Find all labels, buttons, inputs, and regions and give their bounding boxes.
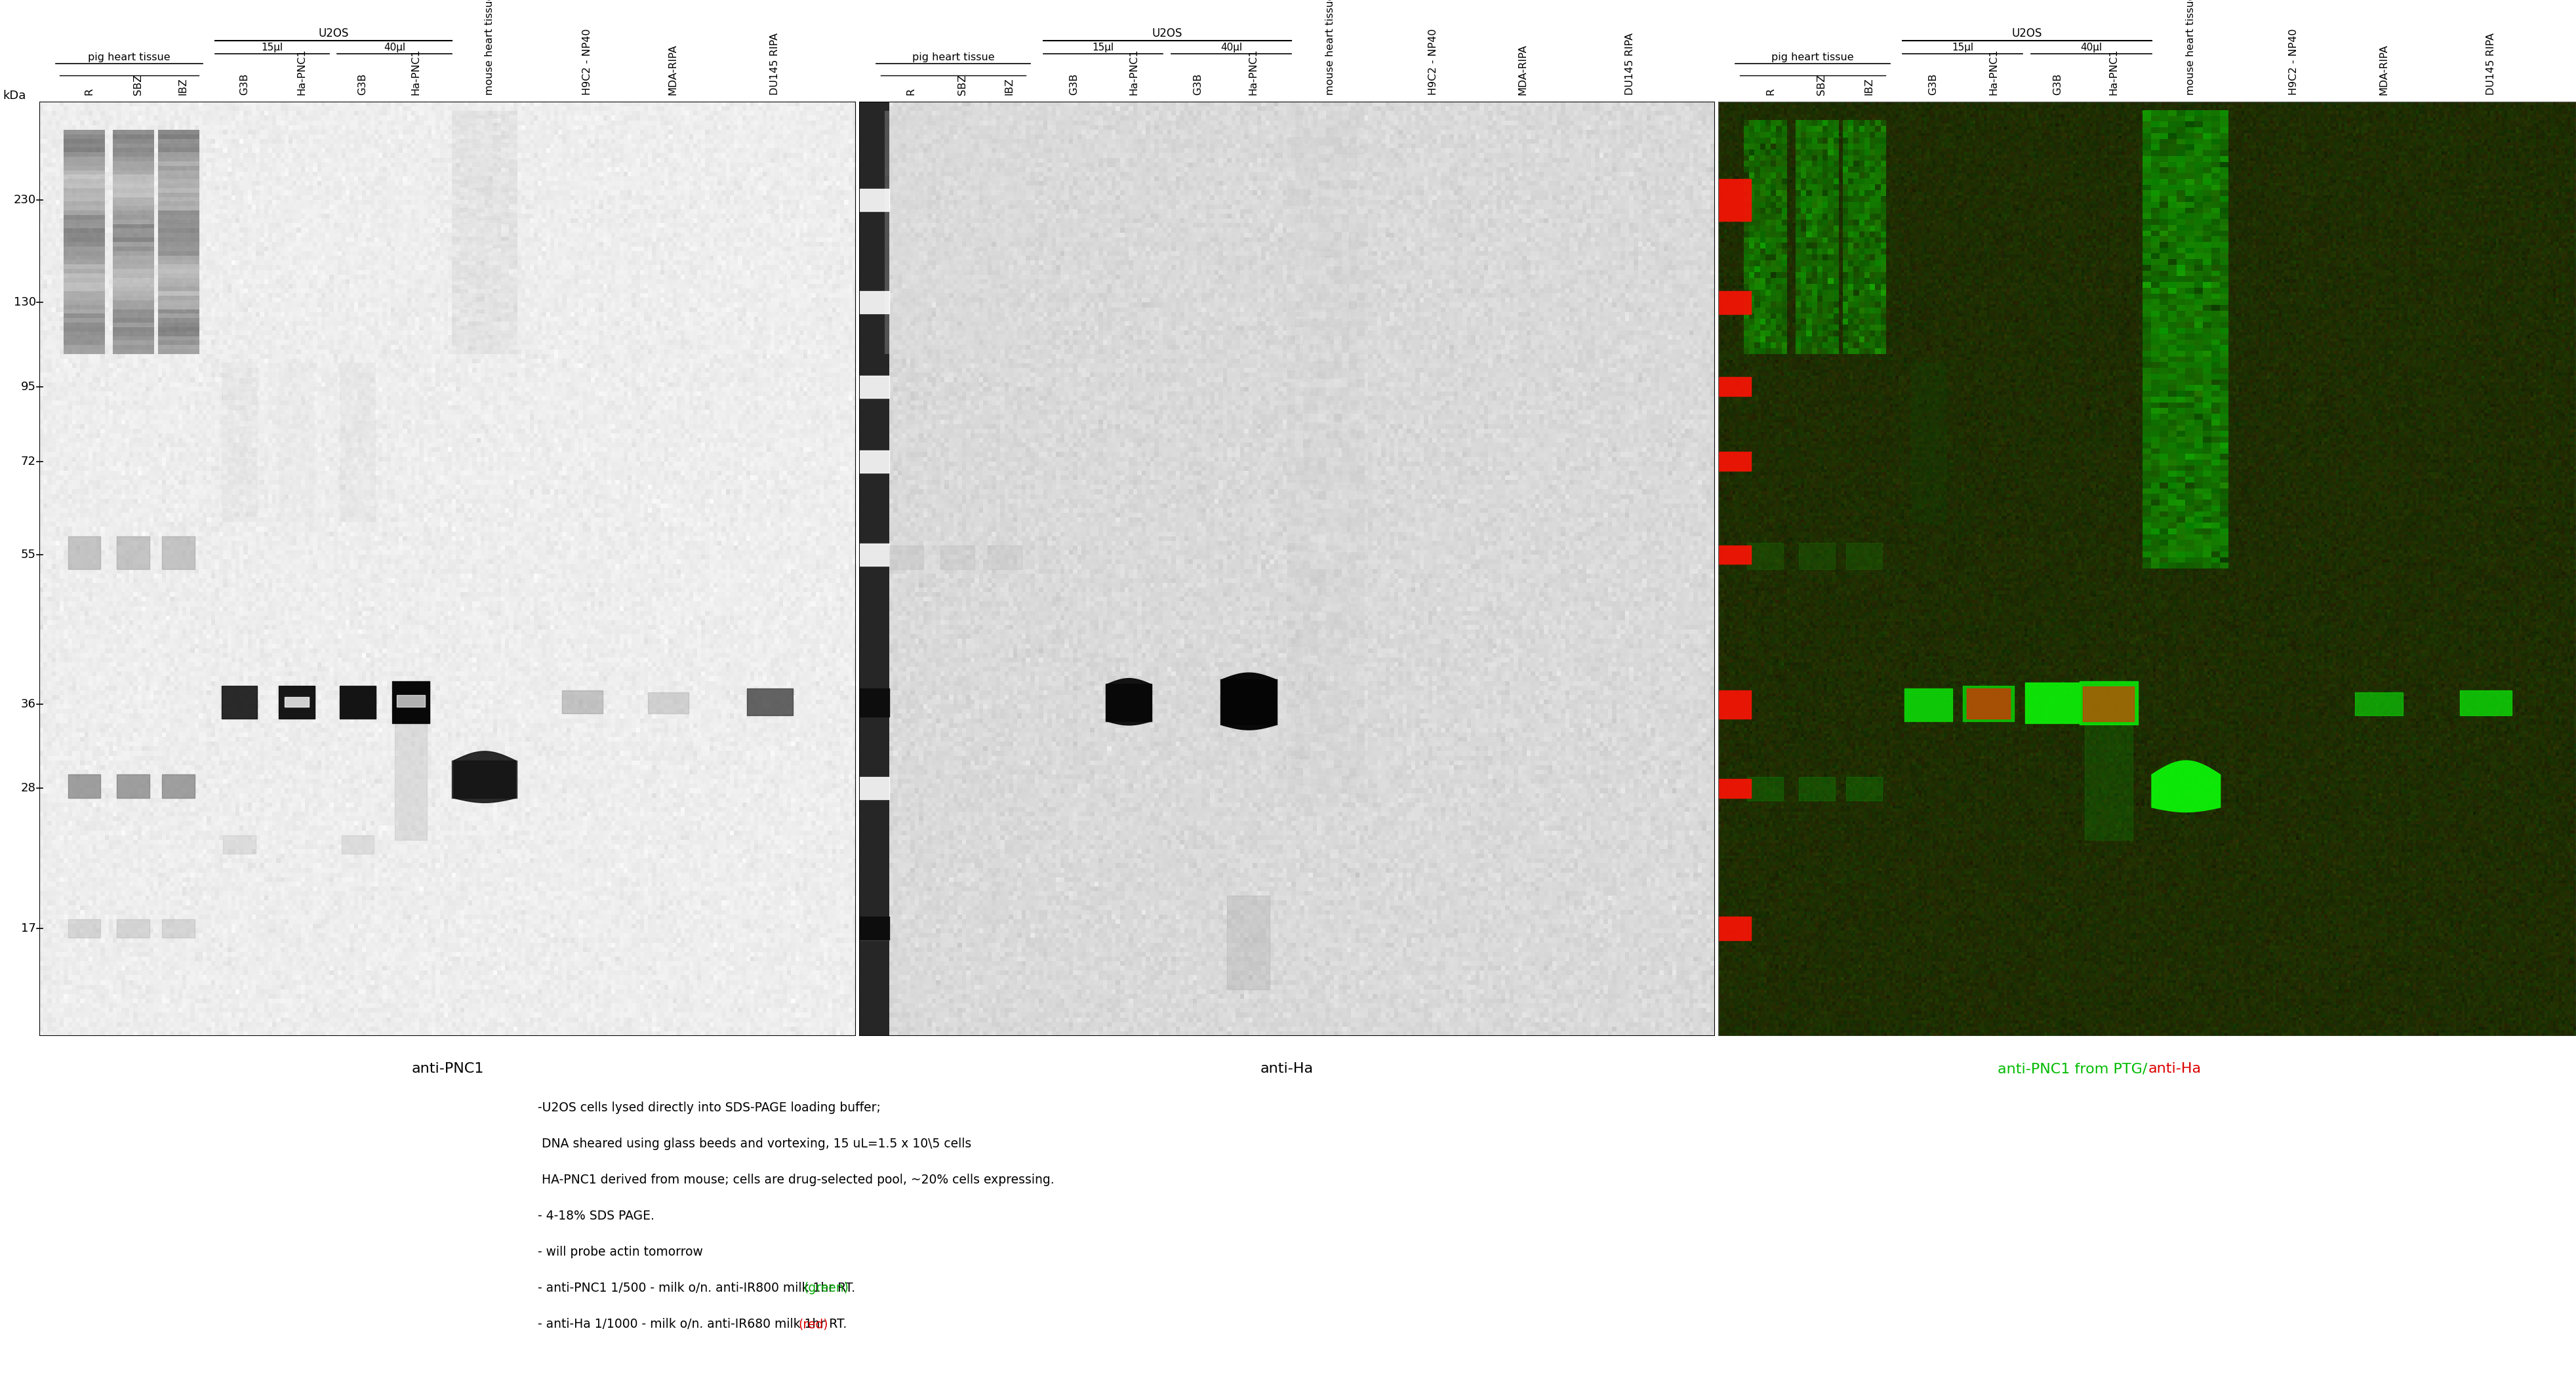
- Text: SBZ: SBZ: [1816, 74, 1826, 95]
- Text: G3B: G3B: [358, 74, 368, 95]
- Text: 15μl: 15μl: [1953, 43, 1973, 53]
- Text: Ha-PNC1: Ha-PNC1: [1128, 49, 1139, 95]
- Text: IBZ: IBZ: [178, 78, 188, 95]
- Text: -U2OS cells lysed directly into SDS-PAGE loading buffer;: -U2OS cells lysed directly into SDS-PAGE…: [538, 1101, 881, 1114]
- Text: R: R: [85, 88, 95, 95]
- Text: 40μl: 40μl: [384, 43, 404, 53]
- Text: Ha-PNC1: Ha-PNC1: [1989, 49, 1999, 95]
- Text: 40μl: 40μl: [2081, 43, 2102, 53]
- Text: R: R: [907, 88, 917, 95]
- Text: U2OS: U2OS: [317, 28, 348, 39]
- Text: 36: 36: [21, 699, 36, 710]
- Text: kDa: kDa: [3, 90, 26, 102]
- Text: G3B: G3B: [2053, 74, 2063, 95]
- Text: DNA sheared using glass beeds and vortexing, 15 uL=1.5 x 10\5 cells: DNA sheared using glass beeds and vortex…: [538, 1137, 971, 1150]
- Text: - anti-Ha 1/1000 - milk o/n. anti-IR680 milk 1hr RT.: - anti-Ha 1/1000 - milk o/n. anti-IR680 …: [538, 1318, 850, 1331]
- Text: G3B: G3B: [1193, 74, 1203, 95]
- Text: MDA-RIPA: MDA-RIPA: [2378, 45, 2388, 95]
- Text: Ha-PNC1: Ha-PNC1: [296, 49, 307, 95]
- Text: pig heart tissue: pig heart tissue: [912, 53, 994, 63]
- Text: R: R: [1765, 88, 1775, 95]
- Text: - 4-18% SDS PAGE.: - 4-18% SDS PAGE.: [538, 1210, 654, 1222]
- Text: IBZ: IBZ: [1005, 78, 1015, 95]
- Text: 28: 28: [21, 782, 36, 795]
- Text: anti-PNC1: anti-PNC1: [412, 1062, 484, 1075]
- Text: DU145 RIPA: DU145 RIPA: [1625, 32, 1636, 95]
- Text: MDA-RIPA: MDA-RIPA: [1517, 45, 1528, 95]
- Text: anti-Ha: anti-Ha: [1260, 1062, 1314, 1075]
- Text: mouse heart tissue: mouse heart tissue: [484, 0, 495, 95]
- Text: U2OS: U2OS: [1151, 28, 1182, 39]
- Text: G3B: G3B: [1069, 74, 1079, 95]
- Text: SBZ: SBZ: [134, 74, 144, 95]
- Text: DU145 RIPA: DU145 RIPA: [2486, 32, 2496, 95]
- Text: (red): (red): [799, 1318, 829, 1331]
- Text: H9C2 - NP40: H9C2 - NP40: [582, 28, 592, 95]
- Text: 95: 95: [21, 380, 36, 393]
- Text: Ha-PNC1: Ha-PNC1: [2110, 49, 2117, 95]
- Text: 230: 230: [13, 193, 36, 206]
- Text: anti-PNC1 from PTG/: anti-PNC1 from PTG/: [1996, 1062, 2148, 1075]
- Text: HA-PNC1 derived from mouse; cells are drug-selected pool, ~20% cells expressing.: HA-PNC1 derived from mouse; cells are dr…: [538, 1173, 1054, 1186]
- Text: U2OS: U2OS: [2012, 28, 2043, 39]
- Text: (green): (green): [804, 1282, 848, 1295]
- Text: 72: 72: [21, 455, 36, 468]
- Text: pig heart tissue: pig heart tissue: [1772, 53, 1855, 63]
- Text: mouse heart tissue: mouse heart tissue: [1327, 0, 1334, 95]
- Text: MDA-RIPA: MDA-RIPA: [667, 45, 677, 95]
- Text: H9C2 - NP40: H9C2 - NP40: [1427, 28, 1437, 95]
- Text: mouse heart tissue: mouse heart tissue: [2184, 0, 2195, 95]
- Text: - anti-PNC1 1/500 - milk o/n. anti-IR800 milk 1hr RT.: - anti-PNC1 1/500 - milk o/n. anti-IR800…: [538, 1282, 860, 1295]
- Text: 15μl: 15μl: [1092, 43, 1113, 53]
- Text: 40μl: 40μl: [1221, 43, 1242, 53]
- Text: 55: 55: [21, 548, 36, 561]
- Text: IBZ: IBZ: [1865, 78, 1873, 95]
- Text: DU145 RIPA: DU145 RIPA: [770, 32, 781, 95]
- Text: G3B: G3B: [240, 74, 250, 95]
- Text: pig heart tissue: pig heart tissue: [88, 53, 170, 63]
- Text: 17: 17: [21, 923, 36, 934]
- Text: anti-Ha: anti-Ha: [2148, 1062, 2202, 1075]
- Text: SBZ: SBZ: [958, 74, 969, 95]
- Text: 15μl: 15μl: [260, 43, 283, 53]
- Text: 130: 130: [13, 296, 36, 309]
- Text: G3B: G3B: [1929, 74, 1937, 95]
- Text: H9C2 - NP40: H9C2 - NP40: [2287, 28, 2298, 95]
- Text: Ha-PNC1: Ha-PNC1: [410, 49, 420, 95]
- Text: Ha-PNC1: Ha-PNC1: [1249, 49, 1257, 95]
- Text: - will probe actin tomorrow: - will probe actin tomorrow: [538, 1246, 703, 1258]
